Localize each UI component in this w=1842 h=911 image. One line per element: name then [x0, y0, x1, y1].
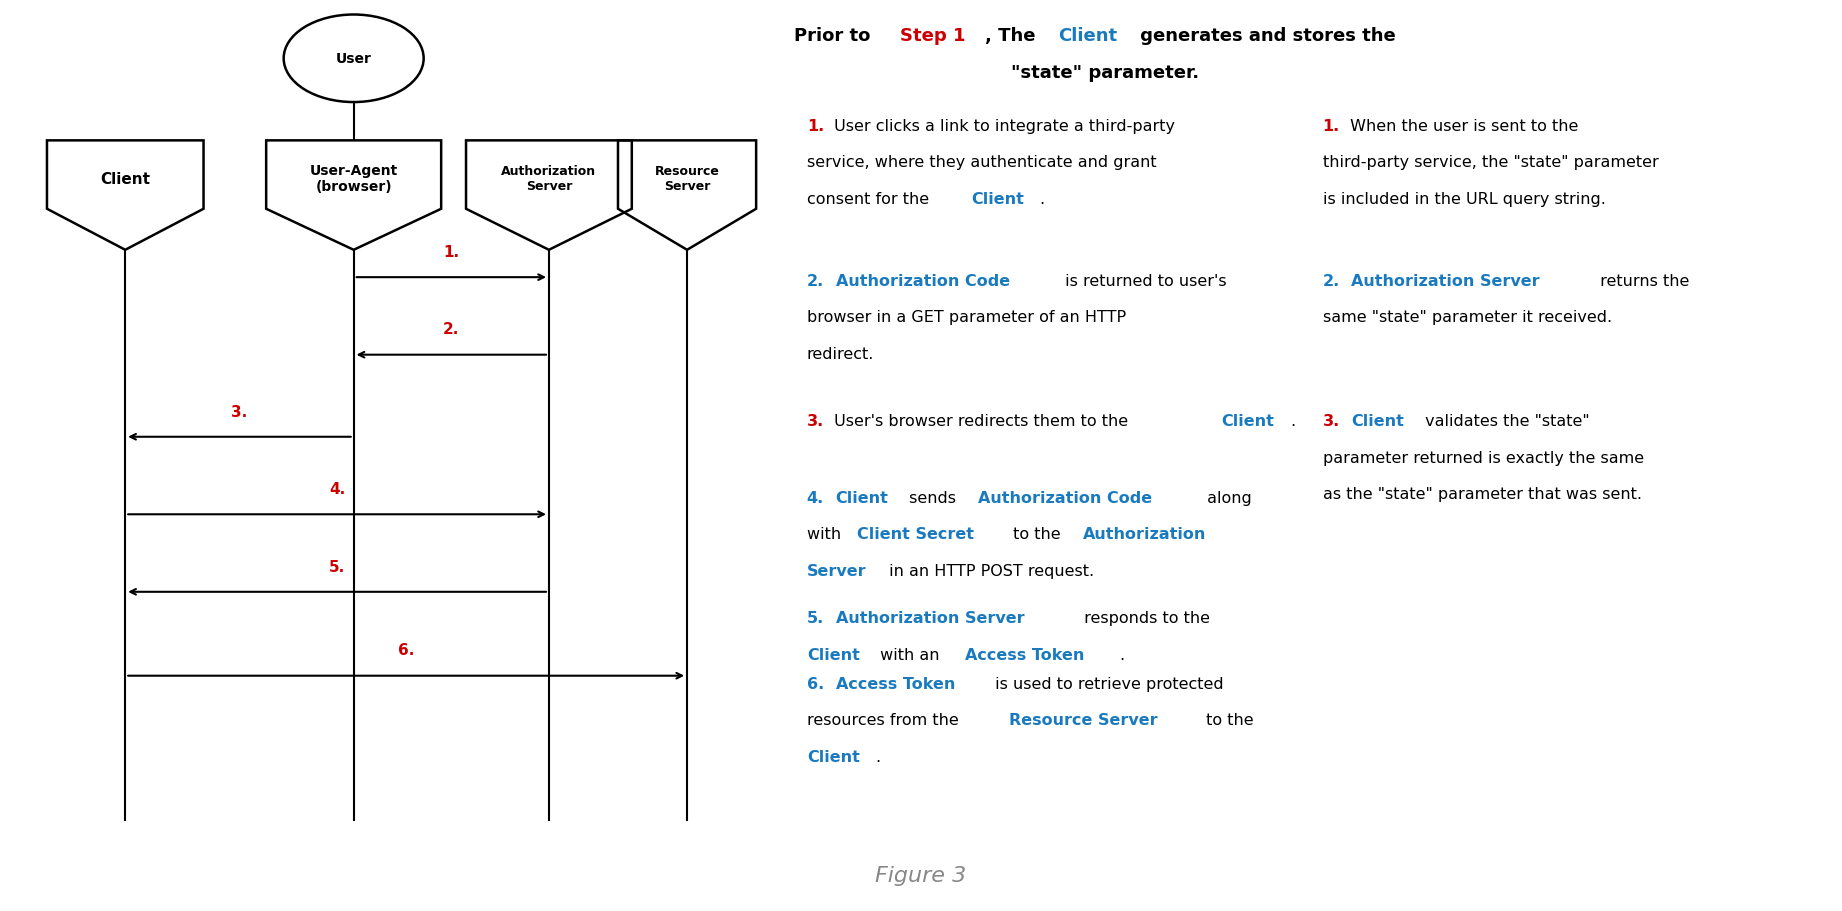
Text: User: User [335, 52, 372, 67]
Text: 6.: 6. [398, 643, 414, 658]
Text: 4.: 4. [330, 482, 344, 496]
Text: 1.: 1. [1323, 118, 1339, 133]
Text: to the: to the [1201, 712, 1254, 727]
Text: .: . [875, 749, 880, 763]
Text: Access Token: Access Token [965, 647, 1085, 661]
Text: User-Agent
(browser): User-Agent (browser) [309, 164, 398, 194]
Text: is included in the URL query string.: is included in the URL query string. [1323, 191, 1606, 206]
Text: Client Secret: Client Secret [857, 527, 974, 541]
Text: is used to retrieve protected: is used to retrieve protected [989, 676, 1223, 691]
Text: 2.: 2. [444, 322, 459, 337]
Text: Resource
Server: Resource Server [654, 165, 720, 193]
Text: with: with [807, 527, 845, 541]
Text: resources from the: resources from the [807, 712, 963, 727]
Text: .: . [1118, 647, 1124, 661]
Text: in an HTTP POST request.: in an HTTP POST request. [884, 563, 1094, 578]
Text: same "state" parameter it received.: same "state" parameter it received. [1323, 310, 1612, 324]
Text: 1.: 1. [807, 118, 823, 133]
Text: Client: Client [807, 647, 860, 661]
Text: 2.: 2. [1323, 273, 1339, 288]
Text: sends: sends [904, 490, 962, 505]
Text: Access Token: Access Token [836, 676, 954, 691]
Text: as the "state" parameter that was sent.: as the "state" parameter that was sent. [1323, 486, 1641, 501]
Text: Authorization Code: Authorization Code [978, 490, 1151, 505]
Text: Client: Client [1057, 27, 1116, 46]
Text: redirect.: redirect. [807, 346, 875, 361]
Text: 6.: 6. [807, 676, 823, 691]
Text: "state" parameter.: "state" parameter. [1011, 64, 1199, 82]
Text: Figure 3: Figure 3 [875, 865, 967, 885]
Text: Resource Server: Resource Server [1009, 712, 1159, 727]
Text: User clicks a link to integrate a third-party: User clicks a link to integrate a third-… [829, 118, 1175, 133]
Text: 2.: 2. [807, 273, 823, 288]
Text: 3.: 3. [1323, 414, 1339, 428]
Text: .: . [1289, 414, 1295, 428]
Text: Authorization Server: Authorization Server [836, 610, 1024, 625]
Text: Authorization Server: Authorization Server [1352, 273, 1540, 288]
Text: Step 1: Step 1 [901, 27, 965, 46]
Text: 5.: 5. [330, 559, 344, 574]
Text: Authorization: Authorization [1083, 527, 1207, 541]
Text: parameter returned is exactly the same: parameter returned is exactly the same [1323, 450, 1643, 465]
Text: generates and stores the: generates and stores the [1135, 27, 1396, 46]
Text: Client: Client [1221, 414, 1275, 428]
Text: responds to the: responds to the [1079, 610, 1210, 625]
Text: consent for the: consent for the [807, 191, 934, 206]
Text: to the: to the [1008, 527, 1067, 541]
Text: Client: Client [971, 191, 1024, 206]
Text: Client: Client [1352, 414, 1404, 428]
Text: Authorization Code: Authorization Code [836, 273, 1009, 288]
Text: Authorization
Server: Authorization Server [501, 165, 597, 193]
Text: validates the "state": validates the "state" [1420, 414, 1590, 428]
Text: 4.: 4. [807, 490, 823, 505]
Text: 3.: 3. [232, 404, 247, 419]
Text: 1.: 1. [444, 245, 459, 260]
Text: .: . [1039, 191, 1044, 206]
Text: third-party service, the "state" parameter: third-party service, the "state" paramet… [1323, 155, 1658, 169]
Text: User's browser redirects them to the: User's browser redirects them to the [829, 414, 1133, 428]
Text: When the user is sent to the: When the user is sent to the [1345, 118, 1579, 133]
Text: Client: Client [99, 171, 151, 187]
Text: Server: Server [807, 563, 866, 578]
Text: 3.: 3. [807, 414, 823, 428]
Text: Prior to: Prior to [794, 27, 877, 46]
Text: Client: Client [807, 749, 860, 763]
Text: , The: , The [985, 27, 1041, 46]
Text: service, where they authenticate and grant: service, where they authenticate and gra… [807, 155, 1157, 169]
Text: is returned to user's: is returned to user's [1061, 273, 1227, 288]
Text: along: along [1203, 490, 1253, 505]
Text: Client: Client [836, 490, 888, 505]
Text: with an: with an [875, 647, 945, 661]
Text: browser in a GET parameter of an HTTP: browser in a GET parameter of an HTTP [807, 310, 1125, 324]
Text: 5.: 5. [807, 610, 823, 625]
Text: returns the: returns the [1595, 273, 1689, 288]
